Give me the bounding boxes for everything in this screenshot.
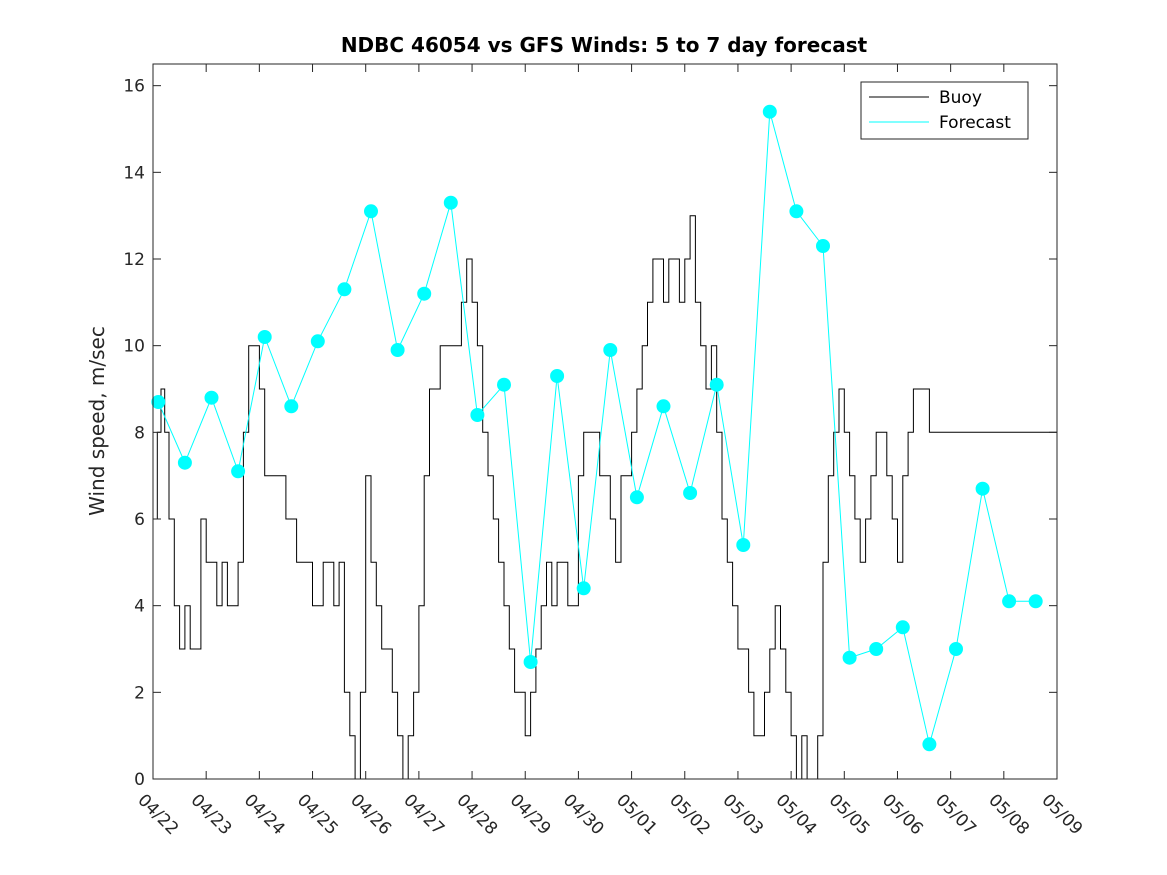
y-tick-label: 6: [134, 510, 145, 530]
forecast-series: [157, 111, 1036, 745]
y-tick-label: 16: [123, 77, 145, 97]
forecast-point: [257, 330, 272, 344]
y-tick-label: 14: [123, 163, 145, 183]
forecast-point: [816, 239, 830, 253]
forecast-point: [231, 464, 246, 479]
forecast-point: [310, 334, 325, 349]
forecast-point: [949, 642, 963, 656]
forecast-point: [390, 343, 405, 357]
forecast-point: [656, 399, 671, 414]
forecast-point: [550, 369, 565, 383]
legend: Buoy Forecast: [860, 81, 1029, 140]
forecast-point: [762, 104, 777, 119]
forecast-point: [417, 286, 432, 301]
y-tick-label: 12: [123, 250, 145, 270]
forecast-point: [736, 538, 751, 552]
y-tick-label: 10: [123, 337, 145, 357]
forecast-point: [1028, 594, 1043, 609]
y-axis-label: Wind speed, m/sec: [85, 326, 109, 516]
legend-box: [860, 81, 1029, 140]
legend-buoy-label: Buoy: [939, 88, 982, 108]
forecast-point: [337, 282, 352, 297]
buoy-line: [153, 215, 1057, 780]
forecast-point: [603, 343, 618, 357]
forecast-point: [470, 408, 485, 422]
forecast-point: [151, 395, 166, 409]
plot-area: [153, 64, 1057, 779]
forecast-point: [629, 490, 644, 505]
forecast-point: [789, 204, 804, 219]
forecast-point: [284, 399, 299, 414]
y-tick-label: 4: [134, 597, 145, 617]
forecast-line: [157, 111, 1036, 745]
y-tick-label: 0: [134, 770, 145, 790]
forecast-point: [709, 377, 724, 392]
forecast-point: [975, 481, 990, 496]
y-axis: 0 2 4 6 8 10 12 14 16: [123, 77, 1057, 790]
forecast-point: [364, 204, 378, 219]
buoy-series: [153, 215, 1057, 780]
plot-frame: [152, 63, 1058, 780]
forecast-point: [523, 655, 538, 669]
legend-forecast-label: Forecast: [939, 113, 1011, 133]
forecast-points: [151, 104, 1043, 752]
forecast-point: [842, 650, 857, 665]
chart-title: NDBC 46054 vs GFS Winds: 5 to 7 day fore…: [341, 33, 868, 57]
forecast-point: [922, 737, 937, 752]
forecast-point: [497, 377, 511, 392]
forecast-point: [204, 390, 219, 405]
y-tick-label: 2: [134, 683, 145, 703]
forecast-point: [869, 642, 884, 656]
forecast-point: [895, 620, 910, 635]
forecast-point: [683, 486, 698, 500]
y-tick-label: 8: [134, 423, 145, 443]
forecast-point: [1002, 594, 1017, 609]
forecast-point: [177, 455, 192, 470]
forecast-point: [576, 581, 591, 596]
forecast-point: [443, 195, 458, 210]
